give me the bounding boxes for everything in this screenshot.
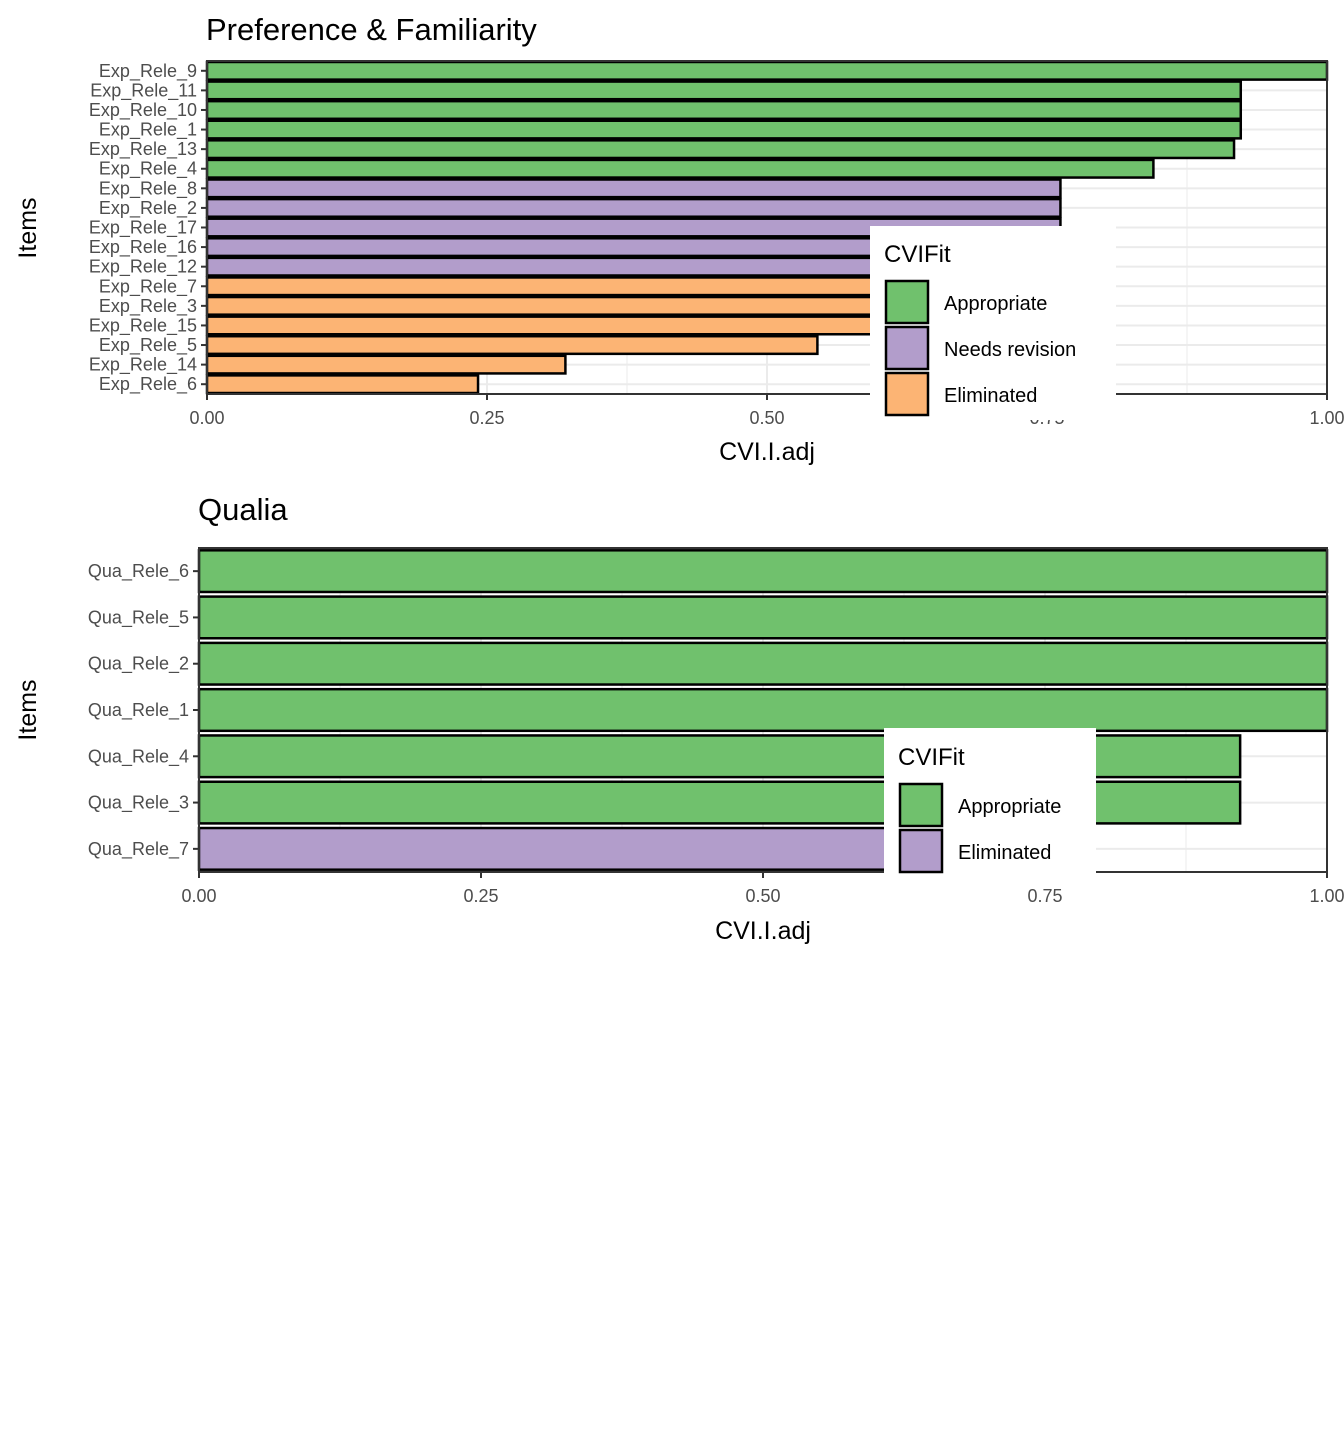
- bar-qua-rele-6: [197, 549, 1329, 594]
- panel-qualia: Qualia Items CVI.I.adj Qua_Rele_6Qua_Rel…: [14, 492, 1344, 945]
- y-tick-label: Exp_Rele_1: [99, 120, 197, 141]
- bar-exp-rele-10: [205, 99, 1243, 121]
- y-tick-label: Exp_Rele_11: [90, 80, 197, 101]
- bar-exp-rele-9: [205, 60, 1329, 81]
- y-tick-label: Exp_Rele_13: [89, 139, 197, 160]
- y-axis-title: Items: [14, 197, 42, 258]
- x-tick-label: 0.75: [1027, 886, 1062, 906]
- x-tick-label: 0.00: [181, 886, 216, 906]
- legend-title: CVIFit: [884, 241, 951, 268]
- legend-key-label: Eliminated: [958, 842, 1051, 864]
- legend-key-label: Eliminated: [944, 385, 1037, 407]
- bar-exp-rele-15: [205, 315, 950, 336]
- y-tick-label: Qua_Rele_5: [88, 607, 189, 628]
- legend-key-swatch: [884, 371, 930, 417]
- y-tick-label: Qua_Rele_3: [88, 793, 189, 814]
- bar-exp-rele-11: [205, 80, 1243, 101]
- bar-exp-rele-1: [205, 119, 1243, 140]
- bar-exp-rele-2: [205, 197, 1062, 218]
- bar-qua-rele-5: [197, 595, 1329, 640]
- panel-preference-familiarity: Preference & Familiarity Items CVI.I.adj…: [14, 12, 1344, 466]
- y-tick-label: Qua_Rele_6: [88, 561, 189, 582]
- bar-exp-rele-7: [205, 276, 950, 297]
- x-tick-label: 1.00: [1309, 408, 1344, 428]
- bar-exp-rele-3: [205, 295, 950, 316]
- legend: CVIFit Appropriate Eliminated: [884, 728, 1096, 880]
- x-tick-label: 0.25: [469, 408, 504, 428]
- y-tick-label: Exp_Rele_4: [99, 159, 197, 180]
- y-tick-label: Qua_Rele_4: [88, 746, 189, 767]
- legend-key-swatch: [898, 782, 944, 828]
- legend-title: CVIFit: [898, 744, 965, 771]
- legend-key-swatch: [884, 325, 930, 371]
- y-tick-label: Exp_Rele_10: [89, 100, 197, 121]
- plot-area: Exp_Rele_9Exp_Rele_11Exp_Rele_10Exp_Rele…: [89, 60, 1344, 428]
- y-tick-label: Exp_Rele_16: [89, 237, 197, 258]
- y-tick-label: Exp_Rele_15: [89, 315, 197, 336]
- y-tick-label: Qua_Rele_1: [88, 700, 189, 721]
- x-axis-title: CVI.I.adj: [719, 438, 815, 466]
- x-axis-title: CVI.I.adj: [715, 917, 811, 945]
- y-tick-label: Exp_Rele_3: [99, 296, 197, 317]
- bar-qua-rele-1: [197, 687, 1329, 733]
- x-tick-label: 0.25: [463, 886, 498, 906]
- legend-key-swatch: [884, 279, 930, 325]
- bar-exp-rele-8: [205, 178, 1062, 199]
- y-tick-label: Exp_Rele_7: [99, 276, 197, 297]
- bar-qua-rele-2: [197, 641, 1329, 686]
- y-tick-label: Exp_Rele_17: [89, 218, 197, 239]
- legend-key-label: Appropriate: [944, 293, 1047, 315]
- bar-exp-rele-6: [205, 374, 480, 395]
- x-tick-label: 0.50: [745, 886, 780, 906]
- bar-exp-rele-5: [205, 334, 819, 356]
- y-tick-label: Qua_Rele_7: [88, 839, 189, 860]
- bar-exp-rele-4: [205, 158, 1155, 179]
- legend-key-label: Needs revision: [944, 339, 1076, 361]
- y-tick-label: Exp_Rele_12: [89, 257, 197, 278]
- x-tick-label: 1.00: [1309, 886, 1344, 906]
- x-tick-label: 0.00: [189, 408, 224, 428]
- legend: CVIFit Appropriate Needs revision Eliminate…: [870, 226, 1116, 420]
- y-tick-label: Qua_Rele_2: [88, 654, 189, 675]
- bar-qua-rele-7: [197, 826, 900, 871]
- plot-area: Qua_Rele_6 Qua_Rele_5 Qua_Rele_2 Qua_Rele_1…: [88, 547, 1344, 906]
- bar-exp-rele-13: [205, 139, 1236, 160]
- chart-title: Qualia: [198, 492, 288, 527]
- y-tick-label: Exp_Rele_5: [99, 335, 197, 356]
- bar-exp-rele-14: [205, 354, 567, 375]
- y-tick-label: Exp_Rele_8: [99, 178, 197, 199]
- x-tick-label: 0.50: [749, 408, 784, 428]
- y-tick-label: Exp_Rele_14: [89, 355, 197, 376]
- y-axis-title: Items: [14, 679, 42, 740]
- legend-key-label: Appropriate: [958, 796, 1061, 818]
- chart-title: Preference & Familiarity: [206, 12, 537, 47]
- y-tick-label: Exp_Rele_6: [99, 374, 197, 395]
- y-tick-label: Exp_Rele_9: [99, 61, 197, 82]
- legend-key-swatch: [898, 828, 944, 874]
- y-tick-label: Exp_Rele_2: [99, 198, 197, 219]
